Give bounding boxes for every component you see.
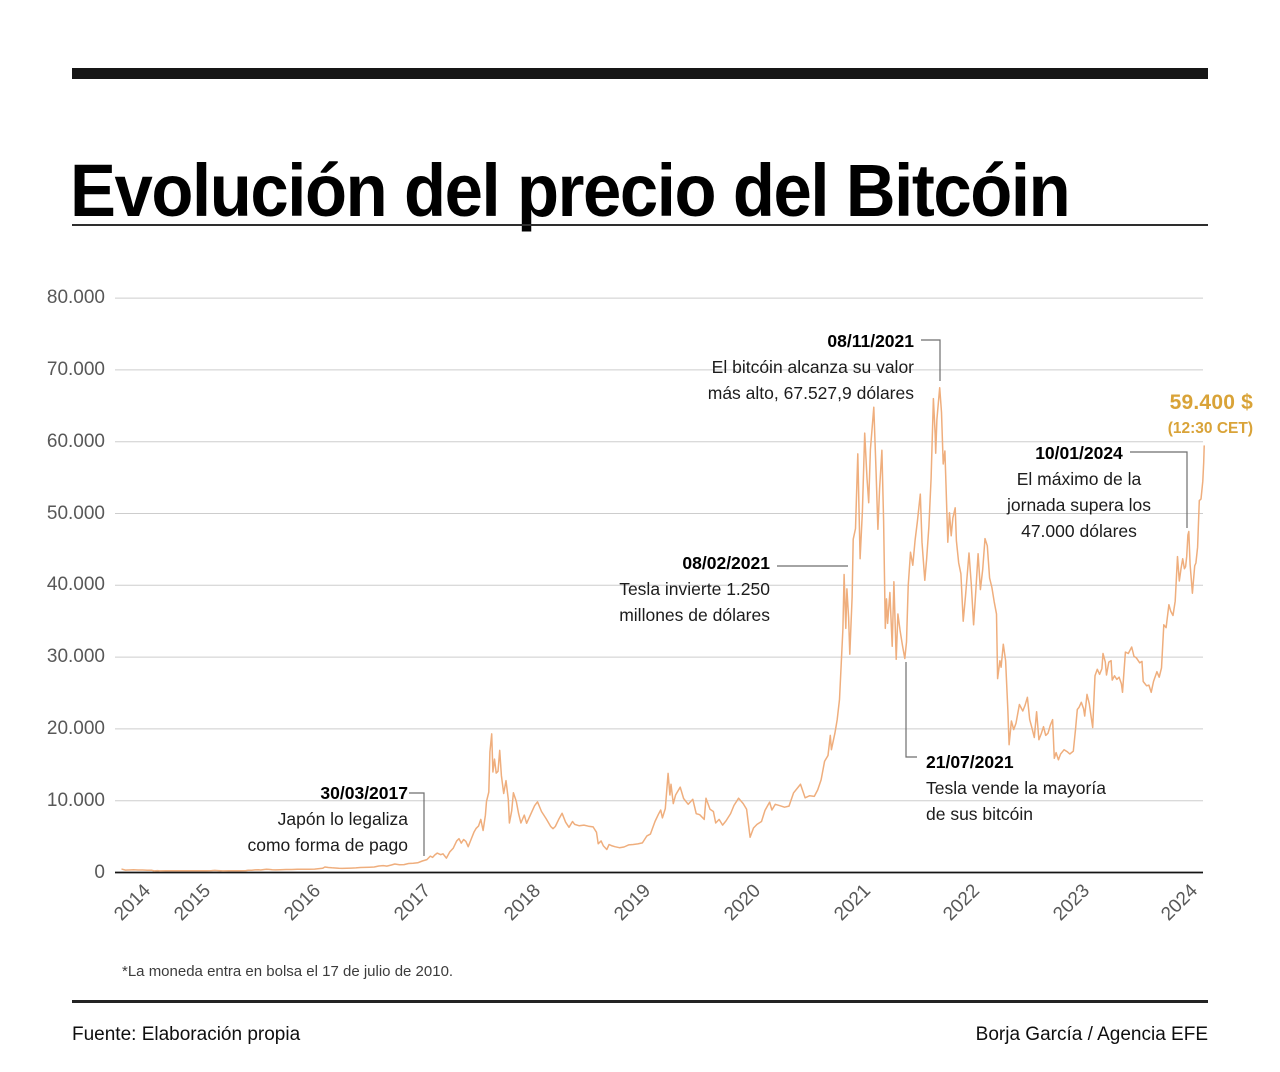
y-axis-label: 50.000: [46, 502, 105, 524]
annotation-text-line: Japón lo legaliza: [277, 809, 408, 829]
annotation-text-line: Tesla invierte 1.250: [619, 579, 770, 599]
price-line: [121, 386, 1205, 872]
footer-source: Fuente: Elaboración propia: [72, 1024, 301, 1045]
annotation-text-line: El máximo de la: [1016, 469, 1142, 489]
annotation-date: 10/01/2024: [1035, 443, 1123, 463]
annotation-date: 08/11/2021: [827, 331, 914, 351]
annotation-all-time-high: 08/11/2021 El bitcóin alcanza su valor m…: [708, 328, 914, 406]
top-accent-bar: [72, 68, 1208, 79]
y-axis-label: 20.000: [46, 717, 105, 739]
footer: Fuente: Elaboración propia Borja García …: [72, 1024, 1208, 1046]
footnote: *La moneda entra en bolsa el 17 de julio…: [122, 963, 454, 980]
page-title: Evolución del precio del Bitcóin: [70, 148, 1071, 232]
annotation-text-line: 47.000 dólares: [1021, 521, 1137, 541]
y-axis-label: 40.000: [46, 574, 105, 596]
annotation-text-line: como forma de pago: [247, 835, 408, 855]
footer-divider: [72, 1000, 1208, 1003]
last-price-time: (12:30 CET): [1167, 420, 1253, 437]
y-axis-label: 0: [94, 861, 105, 883]
y-axis-label: 80.000: [46, 287, 105, 309]
annotation-japan-legalizes: 30/03/2017 Japón lo legaliza como forma …: [247, 780, 408, 858]
annotation-text-line: El bitcóin alcanza su valor: [711, 357, 914, 377]
annotation-connector: [1130, 451, 1188, 528]
annotation-date: 21/07/2021: [926, 752, 1014, 772]
y-axis-label: 60.000: [46, 430, 105, 452]
annotation-date: 08/02/2021: [682, 553, 770, 573]
last-price-value: 59.400 $: [1169, 391, 1253, 414]
annotation-connector: [921, 339, 941, 381]
annotation-tesla-sells: 21/07/2021 Tesla vende la mayoría de sus…: [926, 749, 1106, 827]
annotation-text-line: jornada supera los: [1007, 495, 1151, 515]
y-axis-label: 70.000: [46, 358, 105, 380]
annotation-connector: [905, 662, 917, 758]
annotation-text-line: Tesla vende la mayoría: [926, 778, 1106, 798]
last-price-callout: 59.400 $ (12:30 CET): [1168, 391, 1253, 438]
y-axis-label: 30.000: [46, 646, 105, 668]
annotation-connector: [409, 792, 425, 856]
annotation-date: 30/03/2017: [320, 783, 408, 803]
annotation-text-line: más alto, 67.527,9 dólares: [707, 383, 914, 403]
annotation-text-line: de sus bitcóin: [926, 804, 1034, 824]
title-divider: [72, 224, 1208, 226]
annotation-text-line: millones de dólares: [619, 605, 770, 625]
annotation-etf-day-high: 10/01/2024 El máximo de la jornada super…: [1000, 440, 1158, 544]
y-axis-label: 10.000: [46, 789, 105, 811]
footer-credit: Borja García / Agencia EFE: [975, 1024, 1208, 1045]
annotation-tesla-invests: 08/02/2021 Tesla invierte 1.250 millones…: [619, 550, 770, 628]
